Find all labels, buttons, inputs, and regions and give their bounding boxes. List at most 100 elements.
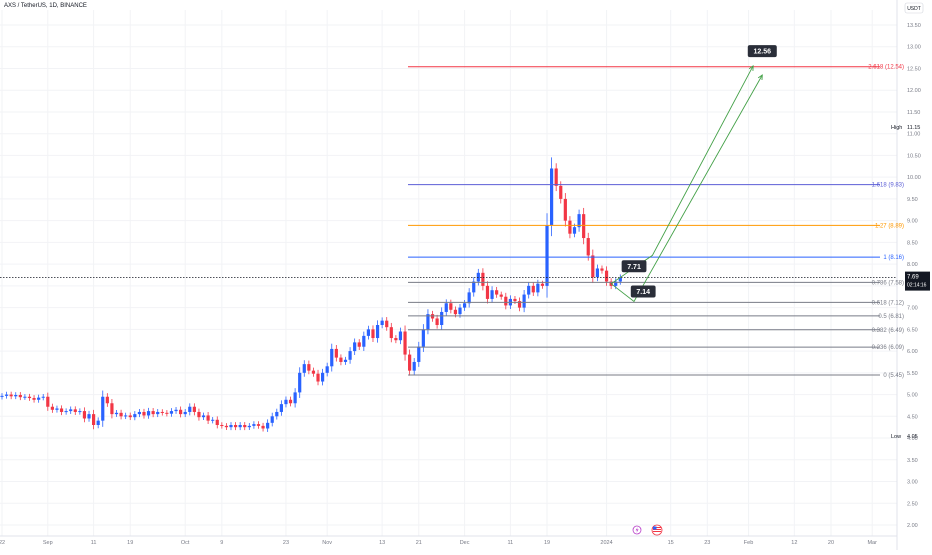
x-tick-label: 19 xyxy=(544,540,550,546)
x-tick-label: 11 xyxy=(508,540,514,546)
candle-body xyxy=(275,411,279,417)
y-tick-label: 5.50 xyxy=(907,371,918,377)
x-tick-label: 11 xyxy=(91,540,97,546)
candle-body xyxy=(540,283,545,286)
candle-body xyxy=(288,399,293,404)
fib-level-label: 0.5 (6.81) xyxy=(878,314,904,320)
candle-body xyxy=(536,283,540,293)
us-flag-stripe xyxy=(653,531,661,532)
y-tick-label: 9.50 xyxy=(907,197,918,203)
candle-body xyxy=(517,301,522,308)
candle-body xyxy=(591,255,595,278)
candle-body xyxy=(614,281,618,286)
y-tick-label: 4.50 xyxy=(907,414,918,420)
currency-button[interactable] xyxy=(904,2,924,14)
candle-body xyxy=(330,348,334,367)
low-value: 4.05 xyxy=(907,434,918,440)
candle-body xyxy=(389,327,393,339)
candle-body xyxy=(362,335,366,347)
annotation-box xyxy=(621,260,647,273)
y-tick-label: 10.50 xyxy=(907,153,921,159)
high-label: High xyxy=(891,125,902,131)
projection-arrow-head xyxy=(757,74,763,81)
candle-body xyxy=(582,214,586,239)
candle-body xyxy=(513,298,517,302)
candle-body xyxy=(357,342,361,347)
x-tick-label: 13 xyxy=(379,540,385,546)
candle-body xyxy=(183,411,187,415)
candle-body xyxy=(595,268,599,278)
us-flag-stripe xyxy=(653,529,661,530)
y-tick-label: 4.00 xyxy=(907,436,918,442)
fib-level-label: 0 (5.45) xyxy=(883,373,904,379)
candle-body xyxy=(375,325,380,339)
candle-body xyxy=(23,396,27,398)
x-tick-label: Mar xyxy=(867,540,877,546)
candle-body xyxy=(458,307,462,315)
candle-body xyxy=(114,412,119,415)
candle-body xyxy=(495,290,499,295)
candle-body xyxy=(586,238,590,256)
candle-body xyxy=(233,425,238,428)
fib-level-label: 1.27 (8.89) xyxy=(875,223,904,229)
candle-body xyxy=(481,272,485,286)
candle-body xyxy=(435,318,439,325)
y-tick-label: 12.50 xyxy=(907,66,921,72)
candle-body xyxy=(14,395,18,397)
annotation-label: 12.56 xyxy=(754,49,772,56)
candle-body xyxy=(371,329,375,339)
candle-body xyxy=(600,268,604,271)
annotation-label: 7.71 xyxy=(627,264,641,271)
candle-body xyxy=(298,372,302,393)
candle-body xyxy=(302,364,306,373)
y-tick-label: 8.00 xyxy=(907,262,918,268)
fib-level-label: 0.236 (6.09) xyxy=(872,345,904,351)
candle-body xyxy=(545,225,549,286)
candle-body xyxy=(311,370,316,374)
current-price-tag xyxy=(905,271,930,291)
candle-body xyxy=(577,214,581,228)
candle-body xyxy=(124,415,128,417)
y-tick-label: 3.00 xyxy=(907,480,918,486)
x-tick-label: Nov xyxy=(322,540,332,546)
candle-body xyxy=(46,396,50,407)
y-tick-label: 9.00 xyxy=(907,219,918,225)
x-tick-label: 22 xyxy=(0,540,5,546)
candle-body xyxy=(531,285,535,293)
candle-body xyxy=(412,361,416,371)
candle-body xyxy=(449,303,453,310)
candle-body xyxy=(18,395,22,398)
candle-body xyxy=(69,409,73,412)
x-tick-label: 23 xyxy=(283,540,289,546)
candle-body xyxy=(243,425,247,428)
candle-body xyxy=(522,294,526,308)
y-tick-label: 7.00 xyxy=(907,306,918,312)
x-tick-label: 15 xyxy=(668,540,674,546)
candle-body xyxy=(490,290,494,299)
y-tick-label: 13.50 xyxy=(907,23,921,29)
y-tick-label: 2.50 xyxy=(907,501,918,507)
x-tick-label: Sep xyxy=(43,540,53,546)
x-tick-label: 23 xyxy=(704,540,710,546)
annotation-box xyxy=(630,285,656,298)
y-tick-label: 5.00 xyxy=(907,393,918,399)
candle-body xyxy=(256,424,261,426)
candle-body xyxy=(59,408,64,412)
y-tick-label: 11.00 xyxy=(907,132,920,138)
candle-body xyxy=(485,285,490,299)
candle-body xyxy=(307,364,311,371)
candle-body xyxy=(146,411,151,416)
x-tick-label: Oct xyxy=(181,540,190,546)
candle-body xyxy=(0,395,4,397)
candle-body xyxy=(133,414,137,418)
candle-body xyxy=(316,373,320,382)
candle-body xyxy=(504,296,508,306)
candle-body xyxy=(353,342,357,352)
y-tick-label: 6.50 xyxy=(907,327,918,333)
candle-body xyxy=(618,277,622,282)
candle-body xyxy=(339,357,343,362)
candle-body xyxy=(220,425,224,426)
candle-body xyxy=(321,372,325,382)
